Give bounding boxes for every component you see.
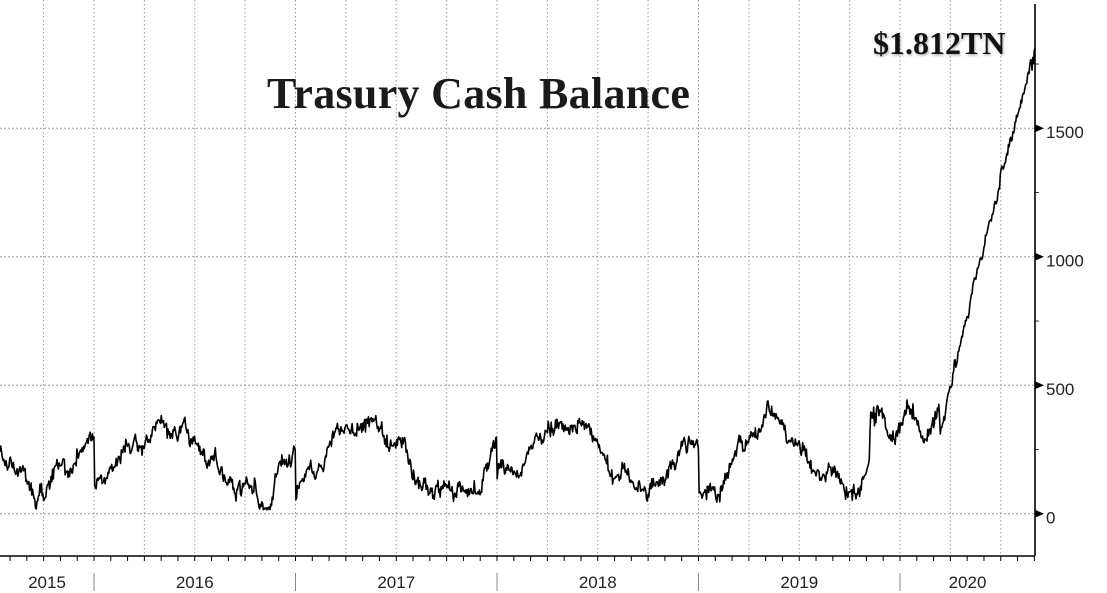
svg-text:0: 0 [1046, 508, 1055, 527]
svg-text:2020: 2020 [949, 573, 987, 592]
svg-text:2017: 2017 [377, 573, 415, 592]
svg-text:2019: 2019 [780, 573, 818, 592]
svg-text:2015: 2015 [28, 573, 66, 592]
svg-text:500: 500 [1046, 380, 1074, 399]
svg-text:1000: 1000 [1046, 251, 1084, 270]
svg-text:2016: 2016 [176, 573, 214, 592]
svg-text:2018: 2018 [579, 573, 617, 592]
svg-text:1500: 1500 [1046, 123, 1084, 142]
